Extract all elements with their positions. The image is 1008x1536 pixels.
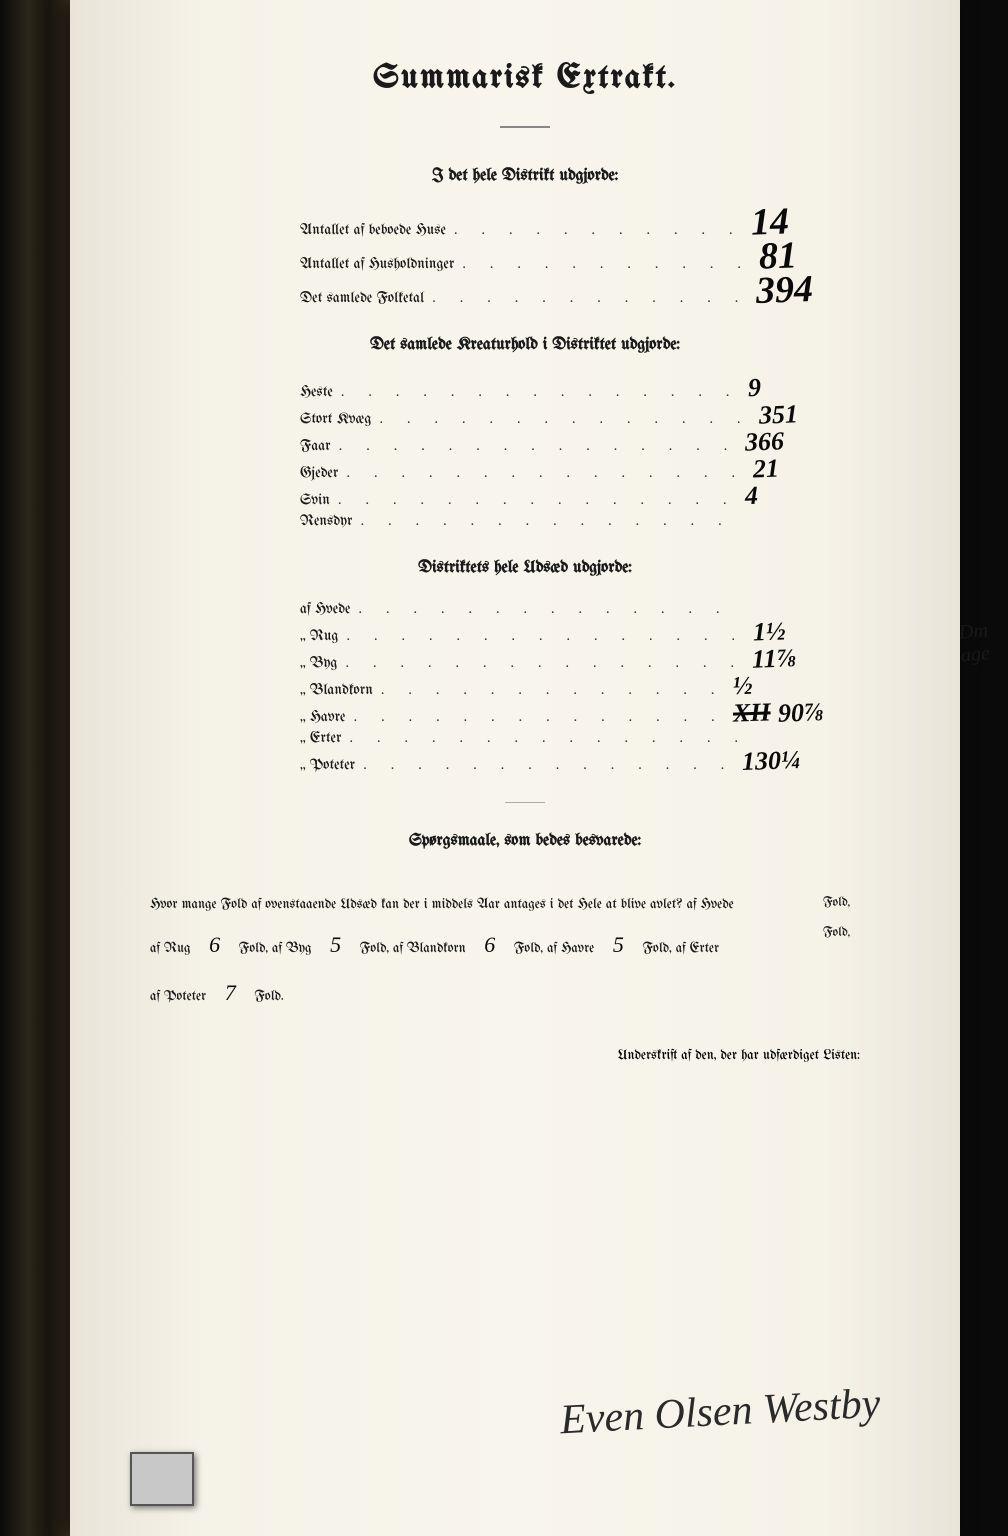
- handwritten-value: 351: [758, 404, 798, 426]
- row-label: Det samlede Folketal: [300, 290, 424, 306]
- margin-fold-label: Fold,: [823, 920, 850, 949]
- row-label: „ Erter: [300, 730, 341, 746]
- leader-dots: . . . . . . . . . . .: [454, 256, 759, 273]
- table-row: Svin . . . . . . . . . . . . . . . 4: [300, 486, 900, 509]
- struck-value: XII: [732, 702, 770, 724]
- row-label: Stort Kvæg: [300, 411, 371, 427]
- handwritten-value: 7: [210, 969, 250, 1017]
- q-item-label: af Rug: [150, 941, 191, 956]
- handwritten-value: 1½: [753, 621, 786, 643]
- table-row: Stort Kvæg . . . . . . . . . . . . . . 3…: [300, 405, 900, 428]
- book-spine: [0, 0, 70, 1536]
- leader-dots: . . . . . . . . . . . .: [424, 290, 756, 307]
- handwritten-value: 4: [744, 486, 758, 507]
- questions-heading: Spørgsmaale, som bedes besvarede:: [150, 833, 900, 850]
- signature: Even Olsen Westby: [559, 1380, 881, 1445]
- handwritten-value: 14: [750, 208, 789, 236]
- section-rule: [505, 802, 545, 803]
- table-row: Antallet af beboede Huse . . . . . . . .…: [300, 209, 900, 239]
- row-label: „ Rug: [300, 628, 338, 644]
- leader-dots: . . . . . . . . . . . . .: [373, 682, 733, 699]
- table-row: Det samlede Folketal . . . . . . . . . .…: [300, 277, 900, 307]
- row-label: Heste: [300, 384, 333, 400]
- title-rule: [500, 126, 550, 128]
- row-label: „ Havre: [300, 709, 345, 725]
- leader-dots: . . . . . . . . . . . . . .: [352, 513, 739, 530]
- table-row: Heste . . . . . . . . . . . . . . . 9: [300, 378, 900, 401]
- leader-dots: . . . . . . . . . . .: [446, 222, 751, 239]
- table-row: Faar . . . . . . . . . . . . . . . 366: [300, 432, 900, 455]
- row-label: Svin: [300, 492, 330, 508]
- right-dark-edge: [960, 0, 1008, 1536]
- leader-dots: . . . . . . . . . . . . . . .: [333, 384, 748, 401]
- leader-dots: . . . . . . . . . . . . . . .: [330, 492, 745, 509]
- section3-heading: Distriktets hele Udsæd udgjorde:: [150, 560, 900, 577]
- margin-fold-label: Fold,: [823, 890, 850, 919]
- table-row: af Hvede . . . . . . . . . . . . . .: [300, 601, 900, 618]
- leader-dots: . . . . . . . . . . . . . .: [355, 757, 742, 774]
- table-row: „ Blandkorn . . . . . . . . . . . . . ½: [300, 676, 900, 699]
- leader-dots: . . . . . . . . . . . . . . .: [338, 628, 753, 645]
- handwritten-value: 5: [316, 921, 356, 969]
- row-label: Gjeder: [300, 465, 338, 481]
- page-title: Summarisk Extrakt.: [150, 60, 900, 96]
- handwritten-value: 21: [753, 459, 780, 481]
- q-item-label: af Byg: [272, 941, 312, 956]
- leader-dots: . . . . . . . . . . . . . . .: [341, 730, 756, 747]
- handwritten-value: 130¼: [742, 750, 801, 773]
- fold-label: Fold,: [642, 941, 671, 956]
- row-label: Rensdyr: [300, 513, 352, 529]
- question-text: Hvor mange Fold af ovenstaaende Udsæd ka…: [150, 897, 734, 912]
- row-label: Antallet af beboede Huse: [300, 222, 446, 238]
- leader-dots: . . . . . . . . . . . . . .: [345, 709, 732, 726]
- question-paragraph: Fold, Fold, Hvor mange Fold af ovenstaae…: [150, 890, 900, 1018]
- row-label: „ Blandkorn: [300, 682, 373, 698]
- table-row: „ Poteter . . . . . . . . . . . . . . 13…: [300, 751, 900, 774]
- row-label: Faar: [300, 438, 331, 454]
- fold-label: Fold,: [514, 941, 543, 956]
- row-label: af Hvede: [300, 601, 350, 617]
- handwritten-value: 5: [598, 921, 638, 969]
- table-row: „ Erter . . . . . . . . . . . . . . .: [300, 730, 900, 747]
- document-page: Summarisk Extrakt. I det hele Distrikt u…: [70, 0, 960, 1536]
- handwritten-value: 394: [756, 276, 814, 305]
- leader-dots: . . . . . . . . . . . . . . .: [337, 655, 752, 672]
- margin-handwriting: Dm age: [958, 618, 1002, 667]
- row-label: „ Byg: [300, 655, 337, 671]
- handwritten-value: 11⅞: [752, 648, 797, 670]
- q-item-label: af Erter: [676, 941, 719, 956]
- handwritten-value: 90⅞: [778, 702, 824, 724]
- fold-label: Fold,: [360, 941, 389, 956]
- table-row: „ Byg . . . . . . . . . . . . . . . 11⅞: [300, 649, 900, 672]
- row-label: „ Poteter: [300, 757, 355, 773]
- section2-heading: Det samlede Kreaturhold i Distriktet udg…: [150, 337, 900, 354]
- handwritten-value: 366: [745, 431, 785, 453]
- table-row: „ Rug . . . . . . . . . . . . . . . 1½: [300, 622, 900, 645]
- leader-dots: . . . . . . . . . . . . . . .: [338, 465, 753, 482]
- row-label: Antallet af Husholdninger: [300, 256, 454, 272]
- q-item-label: af Havre: [547, 941, 594, 956]
- handwritten-value: ½: [732, 676, 752, 697]
- table-row: „ Havre . . . . . . . . . . . . . . XII …: [300, 703, 900, 726]
- handwritten-value: 81: [759, 242, 798, 270]
- leader-dots: . . . . . . . . . . . . . .: [350, 601, 737, 618]
- fold-label: Fold,: [239, 941, 268, 956]
- table-row: Rensdyr . . . . . . . . . . . . . .: [300, 513, 900, 530]
- leader-dots: . . . . . . . . . . . . . . .: [331, 438, 746, 455]
- handwritten-value: 9: [747, 378, 761, 399]
- fold-label: Fold.: [254, 989, 283, 1004]
- leader-dots: . . . . . . . . . . . . . .: [371, 411, 758, 428]
- handwritten-value: 6: [195, 921, 235, 969]
- signature-prompt: Underskrift af den, der har udfærdiget L…: [150, 1048, 860, 1063]
- handwritten-value: 6: [470, 921, 510, 969]
- q-item-label: af Poteter: [150, 989, 206, 1004]
- section1-heading: I det hele Distrikt udgjorde:: [150, 168, 900, 185]
- q-item-label: af Blandkorn: [393, 941, 466, 956]
- table-row: Gjeder . . . . . . . . . . . . . . . 21: [300, 459, 900, 482]
- paper-clip: [130, 1452, 194, 1506]
